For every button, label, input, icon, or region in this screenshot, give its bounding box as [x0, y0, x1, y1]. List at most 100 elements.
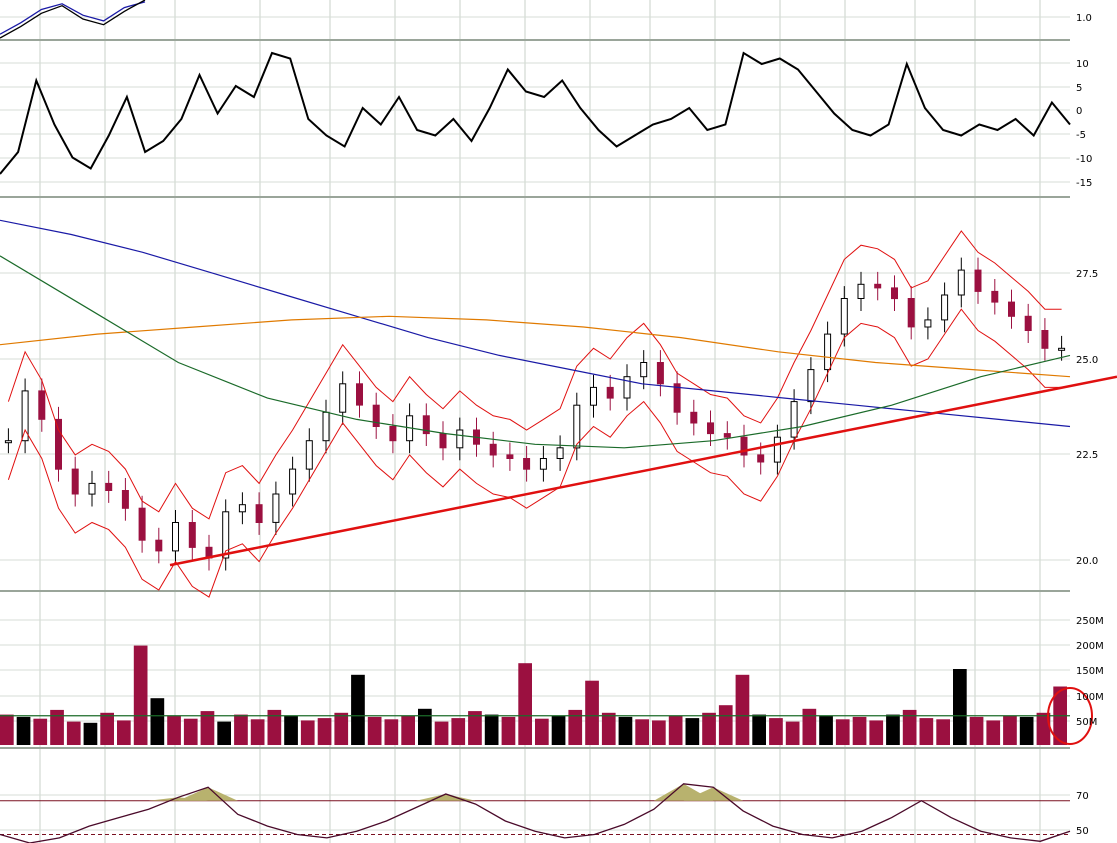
rsi-overbought-area-24 — [683, 787, 744, 801]
volume-bar-51 — [852, 716, 867, 745]
tick-label-volume-2: 150M — [1076, 666, 1104, 677]
volume-bar-10 — [167, 715, 181, 745]
panel-price — [0, 219, 1117, 598]
candle-body-5 — [88, 482, 96, 495]
candle-body-53 — [891, 287, 898, 300]
volume-bar-35 — [585, 680, 599, 745]
tick-label-price-3: 20.0 — [1076, 556, 1098, 567]
candle-body-21 — [356, 383, 363, 406]
candle-body-18 — [305, 440, 313, 470]
volume-bar-27 — [451, 718, 466, 745]
panel-volume — [0, 645, 1093, 745]
candle-body-43 — [723, 433, 731, 438]
candle-body-7 — [121, 490, 129, 509]
moving-average-ma-blue-long — [0, 219, 1071, 428]
volume-bar-2 — [33, 718, 48, 745]
candle-body-34 — [573, 404, 581, 449]
candle-body-2 — [38, 390, 46, 420]
candle-body-19 — [322, 411, 330, 442]
volume-bar-1 — [16, 716, 31, 745]
volume-bar-52 — [869, 720, 884, 745]
candle-body-8 — [138, 507, 146, 541]
volume-bar-26 — [434, 721, 449, 745]
volume-bar-3 — [50, 709, 64, 745]
volume-bar-4 — [66, 721, 81, 745]
volume-bar-56 — [936, 719, 950, 745]
volume-bar-57 — [953, 669, 967, 745]
candle-body-48 — [807, 369, 815, 403]
volume-bar-0 — [0, 714, 14, 745]
tick-label-momentum-oscillator-4: -10 — [1076, 154, 1092, 165]
volume-bar-13 — [217, 721, 231, 745]
candle-body-31 — [523, 458, 531, 470]
volume-bar-55 — [919, 718, 934, 745]
candle-body-10 — [172, 522, 179, 552]
volume-bar-54 — [902, 709, 917, 745]
tick-label-top-oscillator-0: 1.0 — [1076, 13, 1092, 24]
volume-bar-31 — [518, 663, 532, 745]
volume-bar-53 — [886, 714, 900, 745]
candle-body-11 — [188, 522, 196, 548]
rsi-overbought-area-7 — [178, 787, 238, 801]
volume-bar-20 — [334, 712, 349, 745]
volume-bar-48 — [802, 708, 817, 745]
volume-bar-14 — [234, 714, 248, 745]
volume-bar-39 — [652, 720, 666, 745]
candle-body-17 — [289, 468, 297, 495]
volume-bar-11 — [183, 718, 198, 745]
volume-bar-58 — [969, 716, 984, 745]
candle-body-14 — [238, 504, 246, 513]
volume-bar-15 — [250, 719, 265, 745]
volume-bar-61 — [1019, 716, 1034, 745]
candle-body-6 — [105, 482, 113, 491]
volume-bar-41 — [685, 718, 700, 745]
volume-bar-32 — [535, 718, 549, 745]
candle-body-42 — [707, 422, 714, 435]
volume-bar-30 — [501, 716, 516, 745]
volume-bar-8 — [133, 645, 148, 745]
volume-bar-36 — [601, 712, 616, 745]
tick-label-price-2: 22.5 — [1076, 450, 1098, 461]
candle-body-45 — [757, 454, 765, 463]
tick-label-rsi-0: 70 — [1076, 791, 1089, 802]
series-momentum-oscillator-momentum — [0, 51, 1071, 175]
tick-label-momentum-oscillator-0: 10 — [1076, 59, 1089, 70]
candle-body-29 — [489, 443, 497, 456]
tick-label-rsi-1: 50 — [1076, 826, 1089, 837]
tick-label-volume-0: 250M — [1076, 616, 1104, 627]
candle-body-27 — [456, 429, 464, 449]
candle-body-4 — [71, 468, 79, 495]
candle-body-52 — [874, 283, 882, 289]
candle-body-9 — [155, 539, 163, 552]
volume-bar-9 — [150, 698, 165, 745]
volume-bar-60 — [1003, 715, 1017, 745]
candle-body-38 — [640, 362, 648, 378]
candle-body-61 — [1024, 315, 1032, 331]
tick-label-momentum-oscillator-3: -5 — [1076, 130, 1086, 141]
axis-ticks: 1.01050-5-10-1527.525.022.520.0250M200M1… — [1076, 13, 1104, 837]
bollinger-band-lower — [7, 308, 1062, 598]
candle-body-44 — [740, 436, 748, 456]
candle-body-51 — [857, 283, 865, 299]
candle-body-35 — [590, 386, 597, 406]
candle-body-0 — [4, 440, 12, 444]
tick-label-momentum-oscillator-2: 0 — [1076, 106, 1082, 117]
candle-body-36 — [606, 386, 614, 399]
candle-body-56 — [941, 294, 949, 321]
candle-body-46 — [773, 436, 781, 463]
moving-average-ma-green — [0, 255, 1071, 449]
volume-bar-40 — [668, 715, 683, 745]
volume-bar-38 — [635, 719, 649, 745]
candle-body-37 — [623, 376, 631, 399]
series-rsi-rsi — [0, 783, 1071, 843]
candle-body-49 — [824, 333, 832, 371]
candle-body-16 — [272, 493, 280, 523]
panel-top-oscillator — [0, 0, 146, 39]
volume-bar-50 — [835, 719, 850, 745]
candle-body-30 — [506, 454, 514, 459]
bollinger-band-upper — [7, 230, 1062, 520]
trendline — [169, 375, 1117, 567]
candle-body-13 — [222, 511, 230, 559]
